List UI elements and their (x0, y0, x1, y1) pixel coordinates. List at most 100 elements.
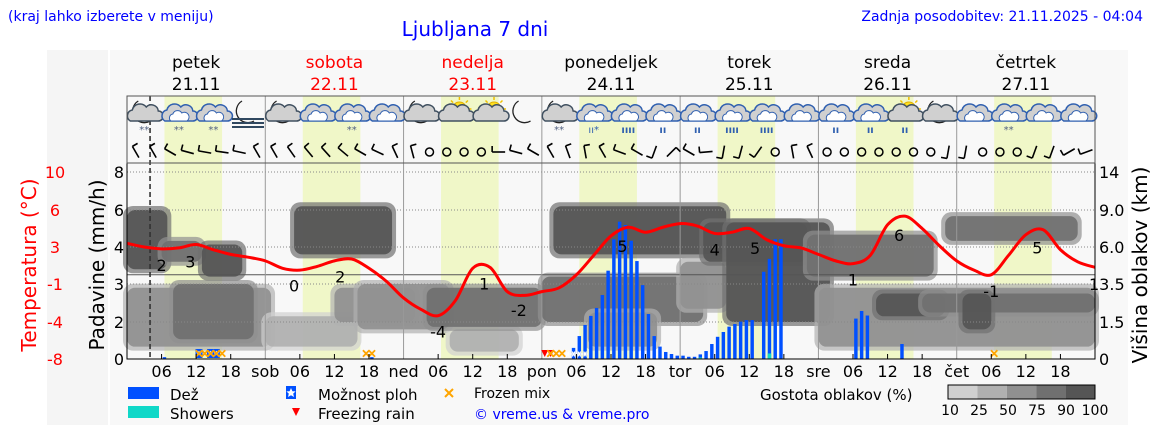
sun-ray (914, 99, 918, 104)
rain-bar (900, 344, 904, 359)
day-date: 21.11 (172, 75, 221, 95)
cloud-cell (922, 293, 1095, 313)
day-abbrev-tick: sob (251, 362, 279, 381)
frozen-mix-marker (990, 349, 999, 358)
temperature-label: 0 (289, 277, 299, 296)
legend-possible-showers-label: Možnost ploh (318, 386, 418, 404)
temperature-label: 3 (185, 253, 195, 272)
wind-feather (565, 143, 572, 147)
wind-feather (354, 143, 359, 150)
day-date: 27.11 (1002, 75, 1051, 95)
snow-icon: ** (174, 125, 184, 136)
wind-barb-icon (148, 142, 157, 159)
precipitation-bars (162, 221, 999, 359)
colorbar-label: 50 (999, 403, 1017, 419)
wind-staff (790, 145, 795, 159)
day-date: 23.11 (448, 75, 497, 95)
credit-link[interactable]: © vreme.us & vreme.pro (474, 407, 649, 423)
wind-feather (1077, 148, 1082, 155)
wind-barb-icon (269, 142, 278, 159)
rain-bar (744, 320, 749, 359)
wind-calm-icon (995, 147, 1005, 157)
wind-staff (371, 148, 384, 156)
wind-staff (682, 148, 695, 156)
wind-feather (149, 142, 156, 148)
day-abbrev-tick: pon (527, 362, 557, 381)
cloud-inner (860, 110, 881, 122)
wind-feather (252, 142, 259, 148)
wind-calm-icon (822, 147, 832, 157)
rain-icon: ıııı (760, 125, 774, 136)
wind-calm-icon (926, 147, 936, 157)
day-name: četrtek (996, 53, 1057, 73)
cloud-inner (722, 110, 743, 122)
wind-barb-icon (646, 145, 658, 159)
wind-staff (1031, 145, 1038, 159)
rain-bar (761, 271, 766, 359)
wind-staff (651, 145, 658, 159)
wind-calm-icon (839, 147, 850, 157)
wind-barb-icon (698, 146, 713, 154)
wind-feather (270, 142, 277, 148)
rain-bar (692, 356, 697, 359)
cloud-cell (962, 293, 992, 330)
wind-calm-icon (770, 147, 780, 157)
colorbar-label: 10 (941, 403, 959, 419)
legend-cloud-title: Gostota oblakov (%) (760, 386, 913, 404)
wind-feather (598, 142, 605, 148)
cloud-inner (1033, 110, 1054, 122)
wind-feather (180, 144, 184, 151)
wind-staff (738, 145, 744, 159)
colorbar-frame (947, 384, 1096, 400)
snow-marker (570, 351, 577, 357)
wind-barb-icon (806, 142, 814, 159)
rain-bar (738, 321, 743, 359)
wind-staff (583, 145, 587, 159)
wind-calm-icon (424, 147, 435, 157)
wind-staff (252, 145, 261, 159)
temperature-tick: 10 (45, 163, 65, 182)
day-name: nedelja (442, 53, 504, 73)
weather-icons: ** ** ** ** ** ıı* ıııı ıı ıı ıııı ıııı ıı ıı ıı ** (126, 97, 1098, 136)
wind-barb-icon (716, 145, 726, 160)
rain-bar (606, 270, 610, 359)
hour-tick: 12 (324, 362, 344, 381)
sun-ray (899, 99, 904, 104)
hour-tick: 12 (601, 362, 621, 381)
temperature-tick: -1 (47, 275, 63, 294)
cloud-inner (756, 110, 778, 122)
cloud-inner (341, 110, 363, 122)
precipitation-tick: 2 (114, 313, 124, 332)
showers-bar (767, 353, 772, 359)
frozen-mix-marker (362, 349, 370, 358)
wind-staff (232, 149, 246, 155)
hour-tick: 06 (566, 362, 586, 381)
colorbar-cell (1006, 385, 1037, 399)
cloud-cell (201, 244, 243, 277)
sun-ray (465, 99, 469, 104)
legend-showers-swatch (128, 406, 159, 418)
temperature-label: -2 (511, 301, 527, 320)
cloud-icon (472, 103, 510, 122)
hour-tick: 18 (1050, 362, 1070, 381)
snow-icon: ** (139, 125, 149, 136)
wind-barb-icon (371, 143, 384, 156)
sun-cloud-rain-icon: ıı (887, 97, 925, 136)
legend-frozen-mix-icon (444, 388, 454, 398)
wind-barb-icon (526, 143, 540, 156)
wind-staff (721, 145, 726, 159)
colorbar-cell (1065, 385, 1095, 399)
wind-barb-icon (958, 145, 968, 160)
wind-calm-icon (891, 147, 901, 157)
day-abbrev-tick: tor (669, 362, 692, 381)
rain-bar (681, 355, 685, 359)
cloud-inner (825, 110, 847, 122)
snow-marker (576, 351, 583, 357)
cloud-height-tick: 9.0 (1099, 201, 1124, 220)
frozen-mix-marker (546, 349, 555, 358)
page-title: Ljubljana 7 dni (402, 17, 549, 41)
day-name: sobota (306, 53, 364, 73)
rain-bar (750, 320, 754, 359)
day-name: ponedeljek (564, 53, 658, 73)
cloud-cell (680, 261, 727, 309)
